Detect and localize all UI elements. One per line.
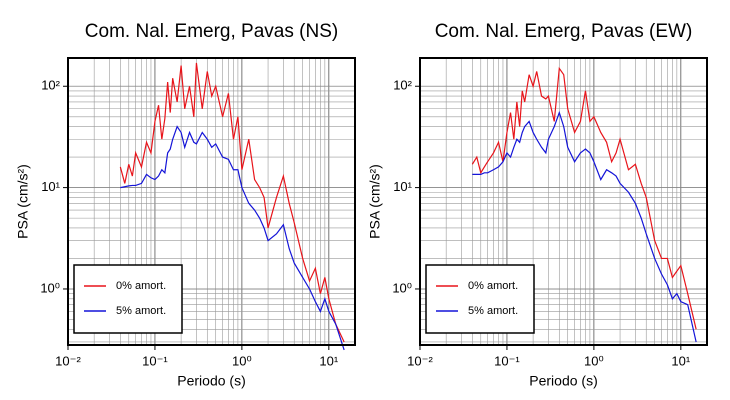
x-axis-label: Periodo (s) [529, 373, 597, 389]
series-line [120, 125, 345, 351]
y-tick-label: 10⁰ [40, 280, 60, 295]
series-line [471, 66, 697, 330]
y-tick-label: 10² [393, 78, 412, 93]
y-axis-label: PSA (cm/s²) [367, 164, 383, 239]
chart-title: Com. Nal. Emerg, Pavas (NS) [85, 21, 338, 42]
plot-frame [419, 57, 708, 346]
x-tick-label: 10⁻² [55, 353, 81, 368]
x-tick-label: 10⁰ [584, 353, 604, 368]
y-tick-label: 10¹ [393, 179, 412, 194]
x-axis-label: Periodo (s) [177, 373, 245, 389]
legend-label: 0% amort. [116, 280, 166, 292]
series-line [472, 110, 697, 343]
x-tick-label: 10¹ [671, 353, 690, 368]
x-tick-label: 10⁻² [407, 353, 433, 368]
legend-label: 0% amort. [468, 280, 518, 292]
chart-title: Com. Nal. Emerg, Pavas (EW) [435, 21, 693, 42]
y-tick-label: 10⁰ [392, 280, 412, 295]
plot-frame [67, 57, 356, 346]
x-tick-label: 10⁰ [232, 353, 252, 368]
legend-box [425, 264, 535, 334]
y-tick-label: 10¹ [41, 179, 60, 194]
legend-box [73, 264, 183, 334]
series-line [119, 62, 345, 343]
legend-label: 5% amort. [116, 305, 166, 317]
x-tick-label: 10⁻¹ [494, 353, 520, 368]
x-tick-label: 10¹ [319, 353, 338, 368]
x-tick-label: 10⁻¹ [142, 353, 168, 368]
y-axis-label: PSA (cm/s²) [15, 164, 31, 239]
y-tick-label: 10² [41, 78, 60, 93]
legend-label: 5% amort. [468, 305, 518, 317]
